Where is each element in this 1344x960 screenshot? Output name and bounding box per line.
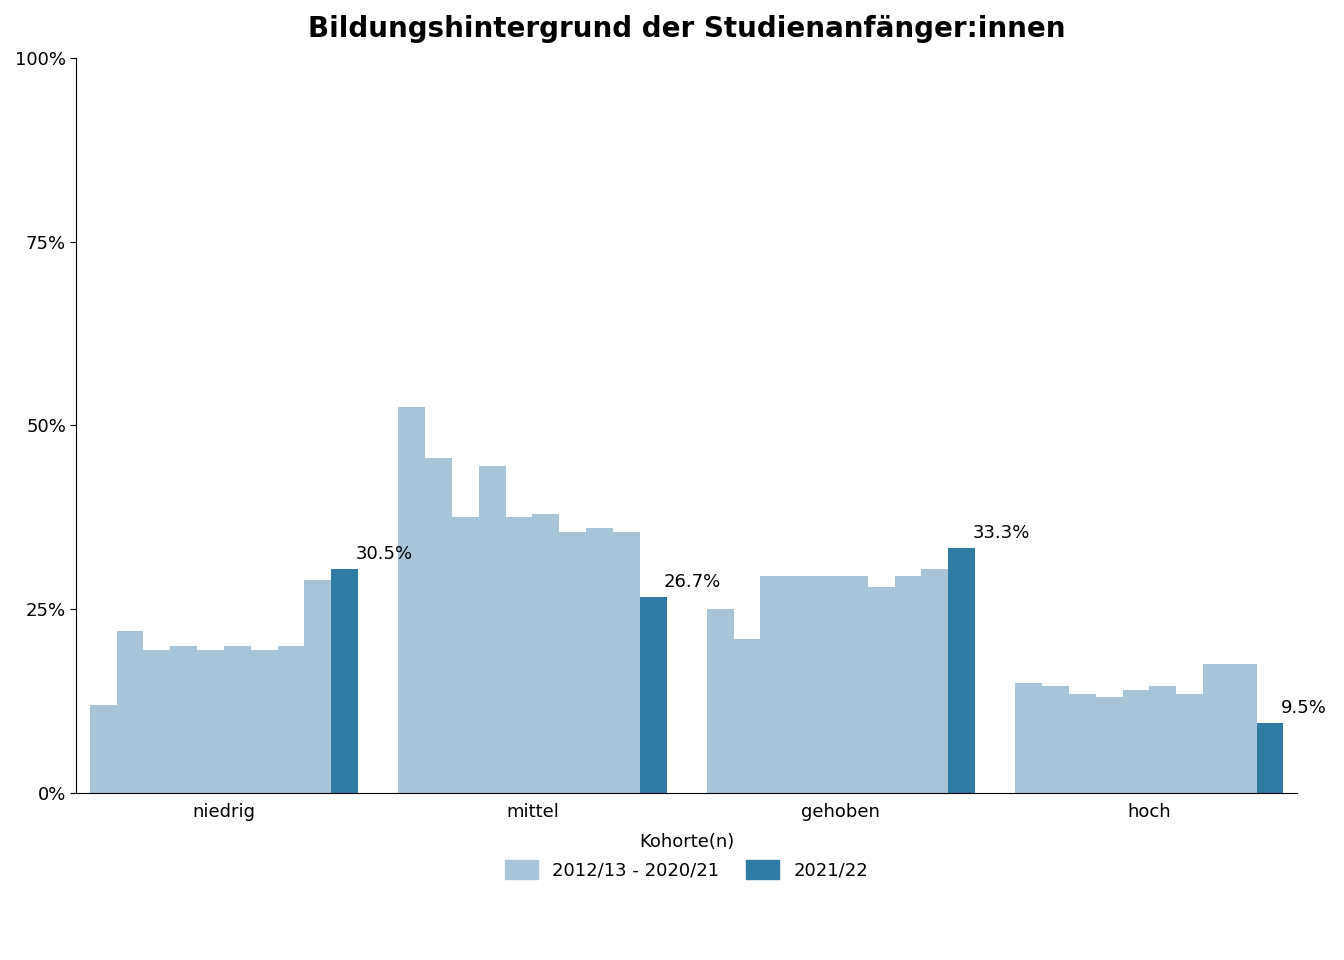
Bar [814,576,841,793]
Bar [532,514,559,793]
Bar [1095,697,1122,793]
Bar [922,568,948,793]
Legend: 2012/13 - 2020/21, 2021/22: 2012/13 - 2020/21, 2021/22 [499,826,875,887]
Text: 9.5%: 9.5% [1281,699,1327,717]
Bar [505,517,532,793]
Bar [478,466,505,793]
Bar [948,548,974,793]
Bar [144,650,171,793]
Bar [452,517,478,793]
Bar [1015,683,1042,793]
Bar [278,646,304,793]
Bar [895,576,922,793]
Bar [559,532,586,793]
Bar [640,597,667,793]
Text: 30.5%: 30.5% [355,545,413,563]
Bar [1042,686,1068,793]
Bar [613,532,640,793]
Title: Bildungshintergrund der Studienanfänger:innen: Bildungshintergrund der Studienanfänger:… [308,15,1066,43]
Bar [1122,690,1149,793]
Text: 26.7%: 26.7% [664,573,722,590]
Bar [788,576,814,793]
Bar [425,459,452,793]
Bar [1257,723,1284,793]
Bar [841,576,868,793]
Bar [1176,694,1203,793]
Bar [586,528,613,793]
Bar [1203,664,1230,793]
Bar [1149,686,1176,793]
Bar [117,632,144,793]
Bar [198,650,224,793]
Bar [304,580,331,793]
Bar [171,646,198,793]
Bar [868,588,895,793]
Bar [251,650,278,793]
Bar [90,705,117,793]
Bar [1068,694,1095,793]
Bar [224,646,251,793]
Bar [331,568,358,793]
Bar [707,610,734,793]
Bar [398,407,425,793]
Text: 33.3%: 33.3% [972,524,1030,542]
Bar [734,638,761,793]
Bar [1230,664,1257,793]
Bar [761,576,788,793]
